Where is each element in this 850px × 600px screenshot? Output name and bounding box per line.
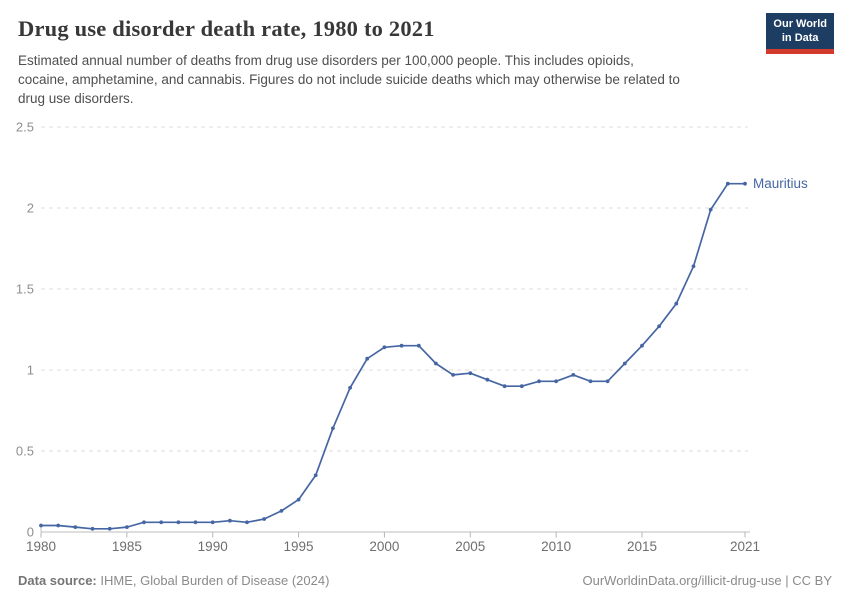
y-tick-label: 1 (27, 363, 34, 378)
data-point[interactable] (468, 371, 473, 376)
x-tick-label: 2000 (369, 539, 399, 554)
chart-subtitle: Estimated annual number of deaths from d… (18, 51, 750, 108)
data-point[interactable] (571, 373, 576, 377)
data-point[interactable] (262, 517, 267, 521)
owid-logo-line2: in Data (781, 31, 819, 44)
series-line (40, 182, 746, 530)
data-point[interactable] (725, 181, 730, 186)
data-point[interactable] (605, 379, 610, 384)
data-point[interactable] (588, 379, 593, 384)
y-tick-label: 0.5 (16, 444, 34, 459)
subtitle-line: Estimated annual number of deaths from d… (18, 52, 634, 68)
x-tick-label: 1990 (198, 539, 228, 554)
credit-link: OurWorldinData.org/illicit-drug-use | CC… (582, 573, 833, 588)
owid-logo-line1: Our World (773, 18, 827, 30)
x-tick-label: 1980 (26, 539, 56, 554)
y-tick-label: 1.5 (16, 282, 34, 297)
data-point[interactable] (399, 343, 404, 348)
data-point[interactable] (640, 343, 644, 348)
data-point[interactable] (691, 264, 696, 269)
data-point[interactable] (296, 497, 301, 502)
data-point[interactable] (434, 361, 438, 366)
data-point[interactable] (142, 520, 146, 525)
data-point[interactable] (279, 509, 284, 513)
data-source-note: Data source: IHME, Global Burden of Dise… (18, 573, 329, 588)
data-point[interactable] (485, 377, 490, 382)
data-point[interactable] (107, 526, 112, 531)
x-tick-label: 2021 (730, 539, 760, 554)
data-point[interactable] (622, 361, 627, 366)
data-point[interactable] (56, 523, 61, 528)
data-source-text: IHME, Global Burden of Disease (2024) (96, 573, 330, 588)
data-point[interactable] (176, 520, 181, 525)
data-point[interactable] (90, 526, 95, 531)
data-source-label: Data source: (18, 573, 97, 588)
data-point[interactable] (331, 426, 335, 431)
data-point[interactable] (743, 181, 747, 186)
data-point[interactable] (554, 379, 558, 384)
subtitle-line: cocaine, amphetamine, and cannabis. Figu… (18, 71, 680, 87)
data-point[interactable] (365, 356, 370, 361)
chart-title: Drug use disorder death rate, 1980 to 20… (18, 16, 435, 41)
data-point[interactable] (228, 518, 232, 523)
subtitle-line: drug use disorders. (18, 90, 134, 106)
x-tick-label: 2015 (627, 539, 657, 554)
series-end-label: Mauritius (753, 176, 808, 191)
data-point[interactable] (451, 373, 455, 377)
data-point[interactable] (382, 345, 387, 350)
data-point[interactable] (193, 520, 198, 525)
data-point[interactable] (210, 520, 215, 525)
data-point[interactable] (416, 343, 421, 348)
x-tick-label: 2005 (455, 539, 485, 554)
data-point[interactable] (537, 379, 541, 384)
data-point[interactable] (674, 301, 679, 306)
data-point[interactable] (159, 520, 164, 525)
chart-header: Drug use disorder death rate, 1980 to 20… (18, 16, 750, 108)
data-point[interactable] (657, 324, 661, 329)
data-point[interactable] (125, 525, 129, 529)
data-point[interactable] (502, 384, 507, 389)
x-tick-label: 1995 (284, 539, 314, 554)
x-tick-label: 1985 (112, 539, 142, 554)
data-point[interactable] (519, 384, 524, 389)
data-point[interactable] (348, 385, 352, 390)
data-point[interactable] (39, 523, 43, 528)
data-point[interactable] (708, 207, 713, 212)
y-tick-label: 2 (27, 201, 34, 216)
data-point[interactable] (245, 520, 249, 525)
data-point[interactable] (313, 473, 318, 478)
owid-logo: Our World in Data (766, 13, 834, 54)
y-tick-label: 2.5 (16, 120, 34, 135)
y-tick-label: 0 (27, 525, 34, 540)
data-point[interactable] (73, 525, 78, 529)
x-tick-label: 2010 (541, 539, 571, 554)
